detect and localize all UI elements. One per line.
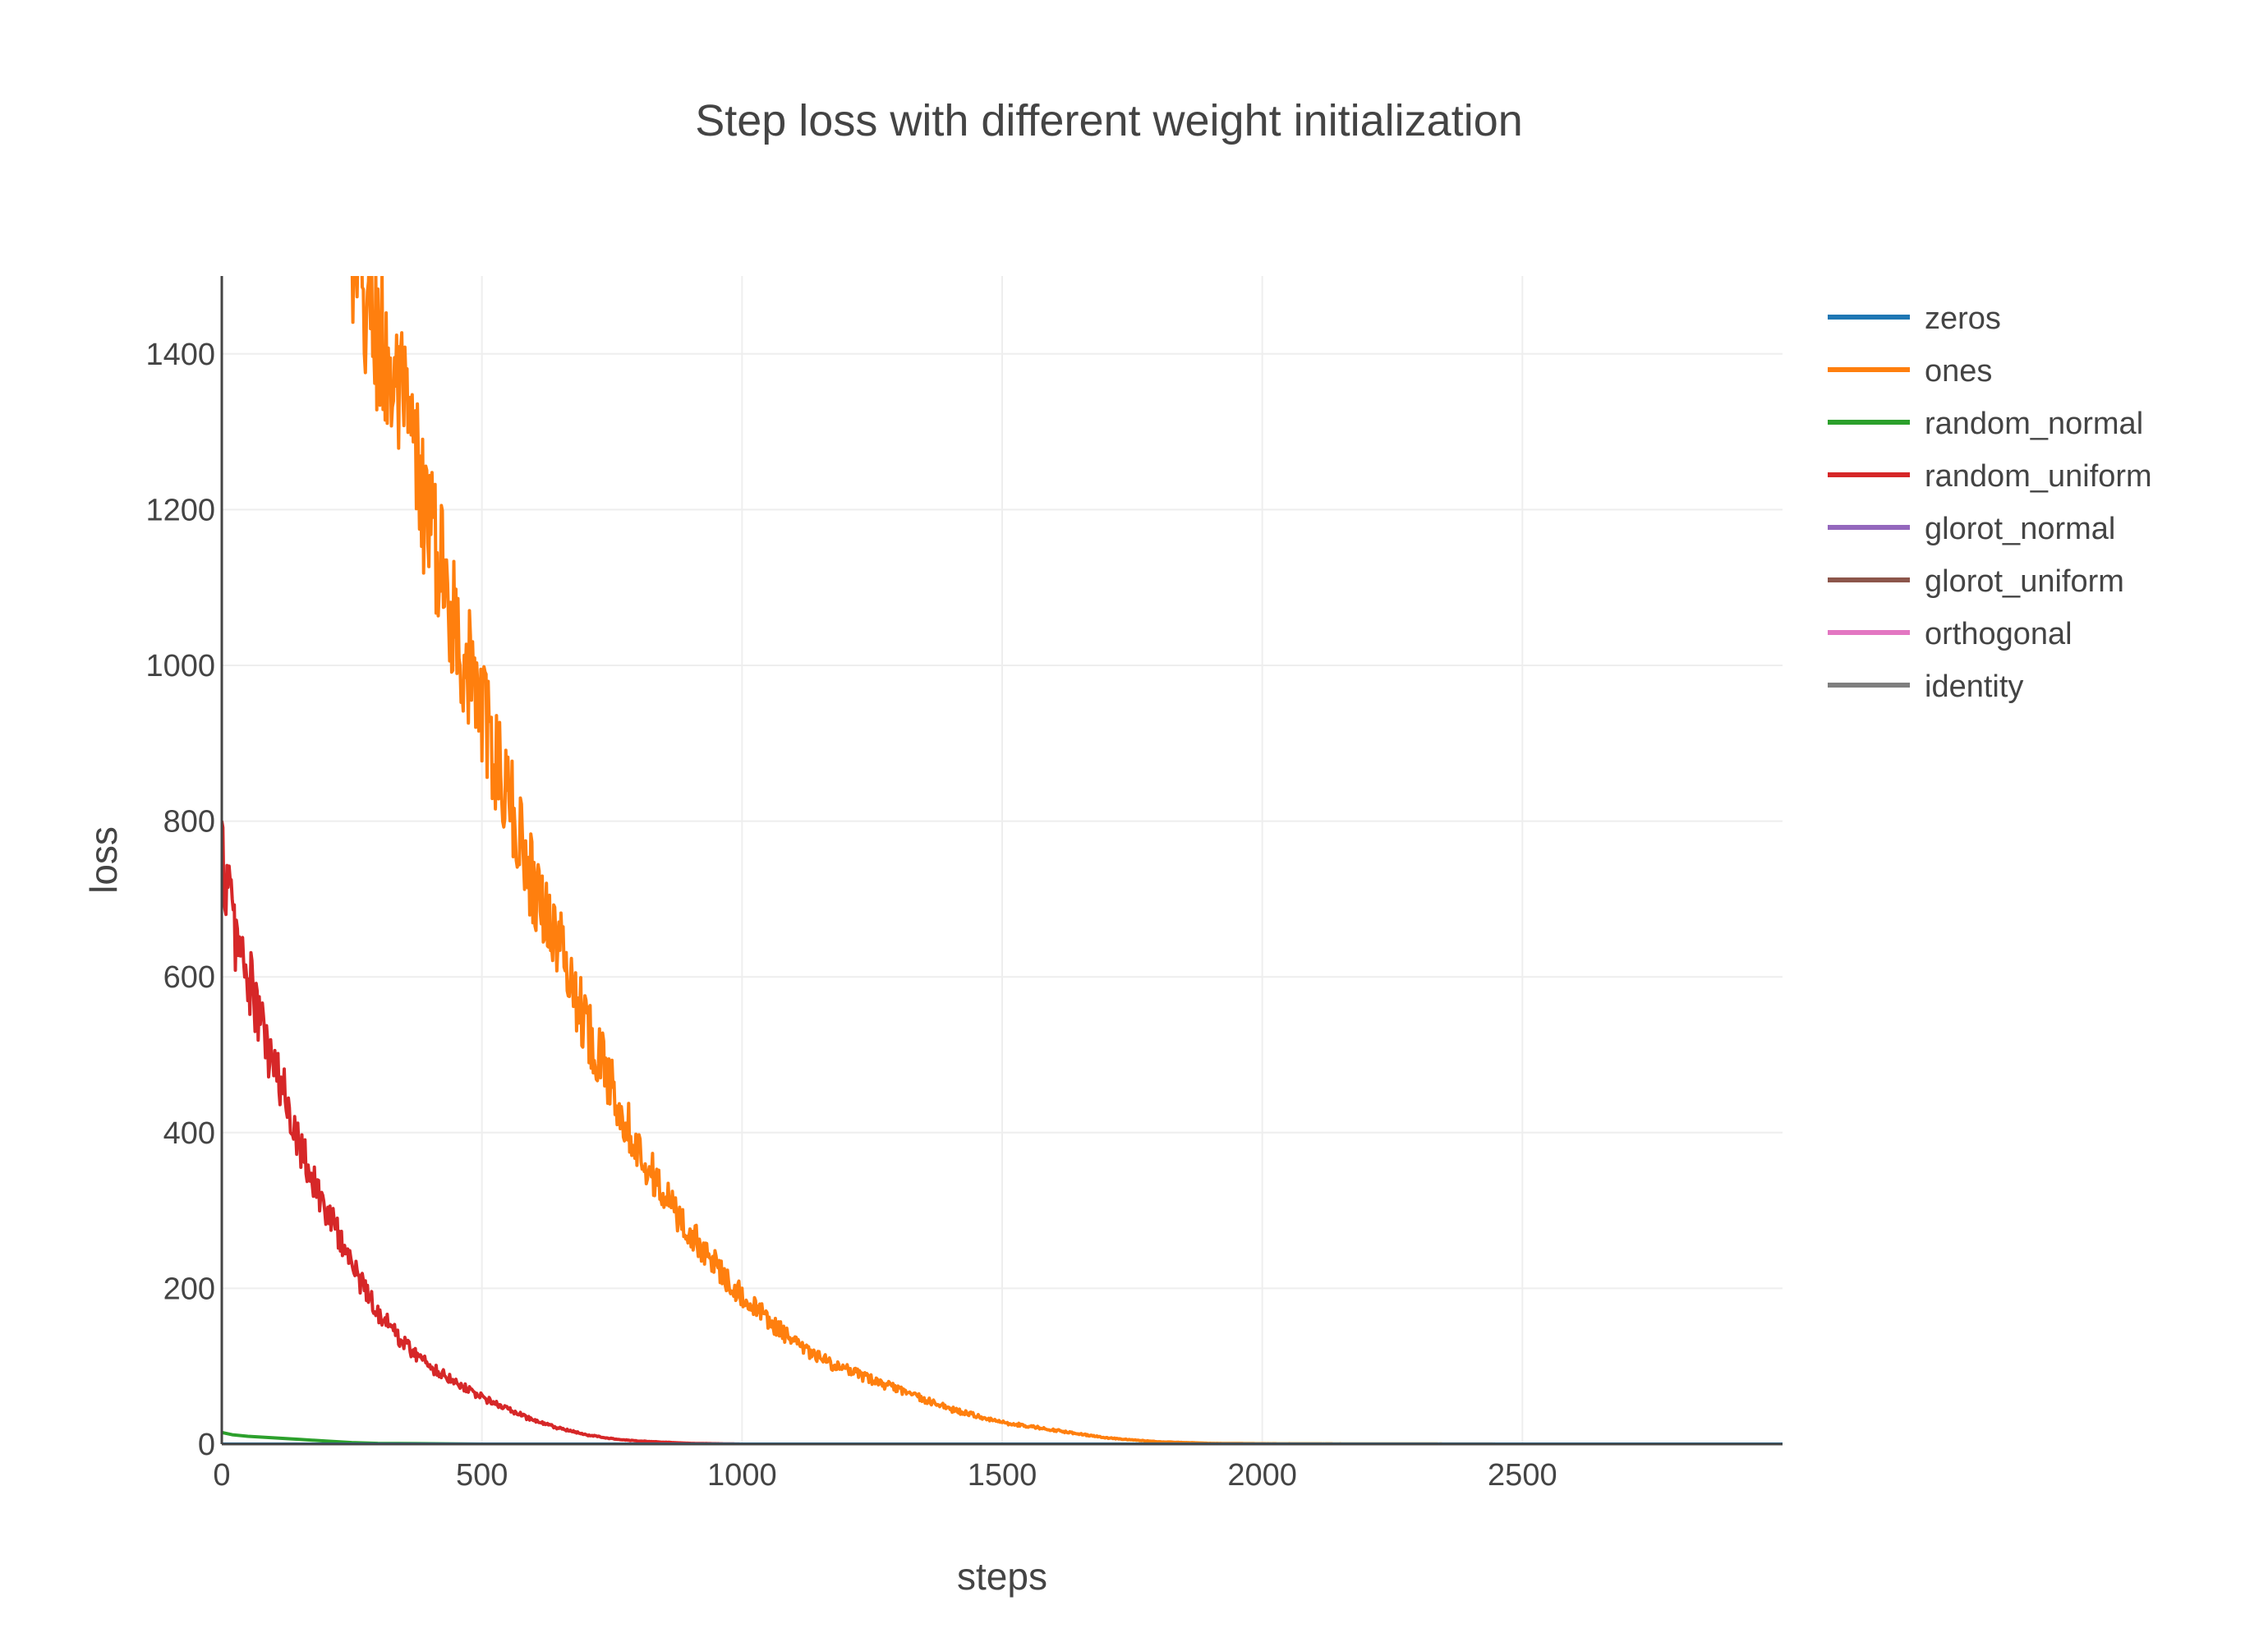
- legend-item-random-normal[interactable]: random_normal: [1828, 407, 2143, 441]
- legend-label: random_uniform: [1925, 459, 2152, 494]
- legend-label: zeros: [1925, 301, 2001, 336]
- x-tick-label: 2500: [1488, 1458, 1557, 1493]
- y-tick-label: 400: [163, 1116, 215, 1151]
- legend-label: orthogonal: [1925, 617, 2072, 651]
- y-tick-label: 600: [163, 960, 215, 995]
- y-tick-label: 1200: [145, 493, 215, 527]
- x-tick-label: 1500: [968, 1458, 1037, 1493]
- x-tick-labels: 0 500 1000 1500 2000 2500: [213, 1458, 1557, 1493]
- y-tick-labels: 0 200 400 600 800 1000 1200 1400: [145, 338, 215, 1462]
- y-axis-title: loss: [82, 826, 125, 894]
- legend-item-orthogonal[interactable]: orthogonal: [1828, 617, 2072, 651]
- y-tick-label: 1000: [145, 649, 215, 683]
- series-line-ones: [350, 276, 1783, 1444]
- legend-item-glorot-uniform[interactable]: glorot_uniform: [1828, 564, 2124, 599]
- chart-title: Step loss with different weight initiali…: [695, 96, 1523, 145]
- legend-label: glorot_uniform: [1925, 564, 2124, 599]
- y-tick-label: 1400: [145, 338, 215, 372]
- y-tick-label: 0: [198, 1428, 215, 1462]
- legend-label: random_normal: [1925, 407, 2143, 441]
- series-line-random-uniform: [222, 821, 1783, 1444]
- y-tick-label: 200: [163, 1272, 215, 1306]
- legend-item-ones[interactable]: ones: [1828, 354, 1992, 389]
- x-tick-label: 1000: [707, 1458, 777, 1493]
- legend-label: ones: [1925, 354, 1992, 389]
- legend-label: identity: [1925, 669, 2023, 704]
- x-tick-label: 2000: [1227, 1458, 1297, 1493]
- legend-item-glorot-normal[interactable]: glorot_normal: [1828, 512, 2115, 546]
- legend-item-random-uniform[interactable]: random_uniform: [1828, 459, 2152, 494]
- grid-layer: [222, 276, 1783, 1444]
- x-axis-title: steps: [957, 1555, 1047, 1598]
- legend: zeros ones random_normal random_uniformglor…: [1828, 301, 2152, 704]
- legend-item-zeros[interactable]: zeros: [1828, 301, 2001, 336]
- x-tick-label: 500: [456, 1458, 508, 1493]
- legend-label: glorot_normal: [1925, 512, 2115, 546]
- legend-item-identity[interactable]: identity: [1828, 669, 2023, 704]
- y-tick-label: 800: [163, 805, 215, 840]
- x-tick-label: 0: [213, 1458, 230, 1493]
